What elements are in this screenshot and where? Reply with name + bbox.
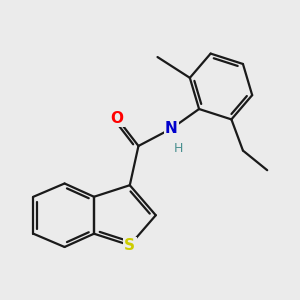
Text: O: O <box>111 111 124 126</box>
Text: N: N <box>165 121 178 136</box>
Text: H: H <box>174 142 183 155</box>
Text: S: S <box>124 238 135 253</box>
